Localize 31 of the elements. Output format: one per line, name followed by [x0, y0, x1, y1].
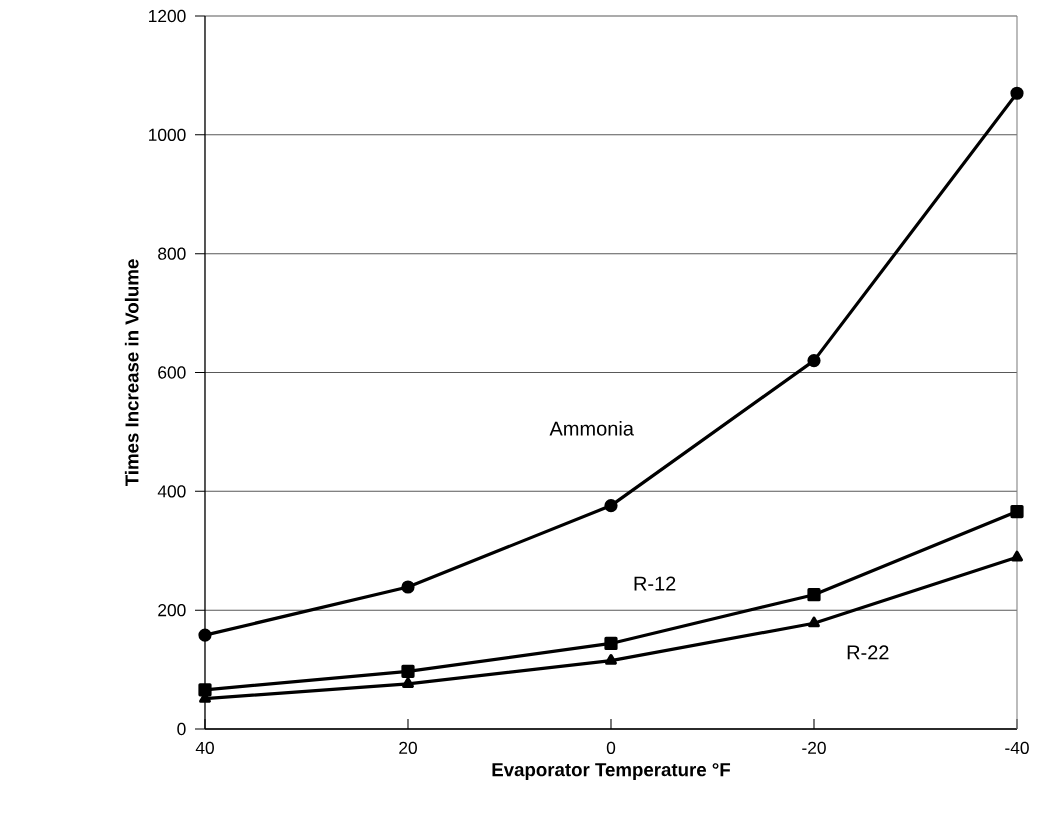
y-tick-label: 800: [158, 247, 186, 260]
x-tick-label: 40: [195, 741, 214, 754]
series-label: R-22: [847, 645, 889, 660]
y-tick-label: 0: [177, 722, 186, 736]
point: [1010, 504, 1024, 519]
y-axis-title: Times Increase in Volume: [124, 259, 139, 487]
point: [401, 664, 415, 678]
point: [604, 498, 618, 513]
x-tick-label: 20: [399, 741, 417, 754]
x-tick-label: 0: [606, 741, 616, 754]
y-tick-label: 400: [157, 485, 186, 498]
x-axis-title: Evaporator Temperature °F: [492, 763, 731, 780]
y-tick-label: 600: [158, 366, 186, 379]
point: [401, 580, 415, 594]
y-tick-label: 1200: [149, 9, 186, 23]
point: [402, 677, 414, 688]
point: [198, 628, 212, 642]
point: [198, 683, 212, 697]
text: Ammonia: [549, 421, 634, 436]
x-tick-label: -40: [1005, 741, 1029, 754]
series-label: R-12: [634, 576, 676, 591]
x-tick-label: -20: [802, 741, 826, 754]
y-tick-label: 200: [158, 604, 186, 617]
point: [604, 636, 618, 651]
point: [807, 354, 821, 368]
point: [807, 588, 821, 602]
point: [1010, 86, 1024, 100]
point: [1011, 550, 1023, 562]
y-tick-label: 1000: [149, 128, 186, 141]
point: [808, 616, 820, 628]
point: [605, 654, 617, 665]
